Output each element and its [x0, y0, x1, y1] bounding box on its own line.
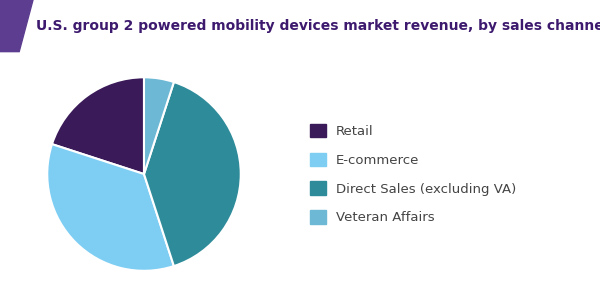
Wedge shape	[47, 144, 174, 271]
Wedge shape	[52, 77, 144, 174]
Polygon shape	[0, 0, 33, 52]
Wedge shape	[144, 77, 174, 174]
Wedge shape	[144, 82, 241, 266]
Text: U.S. group 2 powered mobility devices market revenue, by sales channel, 2016 (%): U.S. group 2 powered mobility devices ma…	[36, 19, 600, 33]
Legend: Retail, E-commerce, Direct Sales (excluding VA), Veteran Affairs: Retail, E-commerce, Direct Sales (exclud…	[304, 119, 521, 230]
